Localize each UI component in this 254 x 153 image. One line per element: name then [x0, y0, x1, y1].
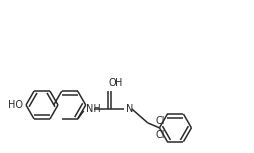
Text: Cl: Cl: [156, 130, 165, 140]
Text: NH: NH: [86, 104, 101, 114]
Text: H: H: [115, 78, 122, 88]
Text: Cl: Cl: [156, 116, 165, 126]
Text: N: N: [126, 104, 133, 114]
Text: O: O: [109, 78, 116, 88]
Text: HO: HO: [8, 100, 23, 110]
